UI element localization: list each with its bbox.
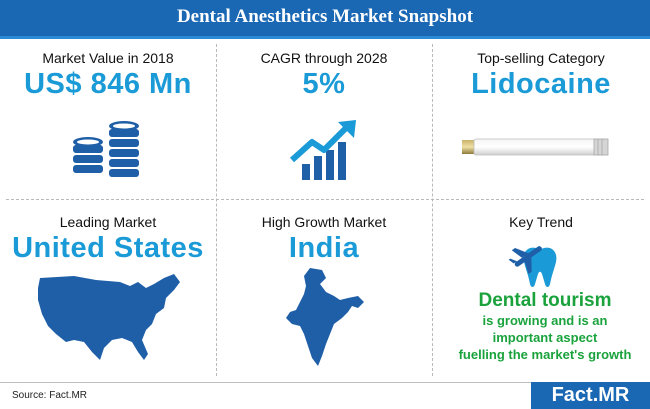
divider-vertical-2	[432, 44, 433, 376]
divider-vertical-1	[216, 44, 217, 376]
trend-headline: Dental tourism	[478, 290, 612, 311]
top-category-label: Top-selling Category	[477, 50, 605, 66]
cell-cagr: CAGR through 2028 5%	[216, 50, 432, 101]
dental-tourism-icon	[508, 246, 557, 287]
top-category-value: Lidocaine	[471, 68, 611, 100]
usa-map-icon	[38, 274, 180, 360]
coins-icon	[73, 121, 139, 177]
market-value-label: Market Value in 2018	[42, 50, 174, 66]
trend-line-3: fuelling the market's growth	[458, 347, 632, 362]
leading-market-label: Leading Market	[59, 214, 157, 230]
cell-top-category: Top-selling Category Lidocaine	[432, 50, 650, 101]
factmr-logo: Fact.MR	[531, 382, 650, 409]
cell-leading-market: Leading Market United States	[0, 214, 216, 265]
high-growth-value: India	[288, 232, 360, 264]
trend-line-2: important aspect	[492, 330, 598, 345]
footer-rule	[0, 382, 650, 383]
leading-market-value: United States	[12, 232, 204, 264]
title-banner	[0, 0, 650, 36]
cell-high-growth: High Growth Market India	[216, 214, 432, 265]
source-note: Source: Fact.MR	[12, 390, 88, 401]
page-title: Dental Anesthetics Market Snapshot	[176, 6, 474, 27]
india-map-icon	[286, 268, 364, 366]
cagr-value: 5%	[302, 68, 346, 100]
cell-key-trend: Key Trend	[432, 214, 650, 230]
banner-stripe	[0, 36, 650, 39]
cell-market-value: Market Value in 2018 US$ 846 Mn	[0, 50, 216, 101]
cagr-label: CAGR through 2028	[260, 50, 388, 66]
trend-line-1: is growing and is an	[482, 313, 608, 328]
market-value-amount: US$ 846 Mn	[24, 68, 192, 100]
divider-horizontal	[6, 199, 644, 200]
high-growth-label: High Growth Market	[261, 214, 387, 230]
growth-chart-icon	[289, 120, 356, 180]
anesthetic-cartridge-icon	[462, 138, 609, 156]
trend-text: Dental tourism is growing and is an impo…	[440, 290, 650, 363]
key-trend-label: Key Trend	[509, 214, 573, 230]
